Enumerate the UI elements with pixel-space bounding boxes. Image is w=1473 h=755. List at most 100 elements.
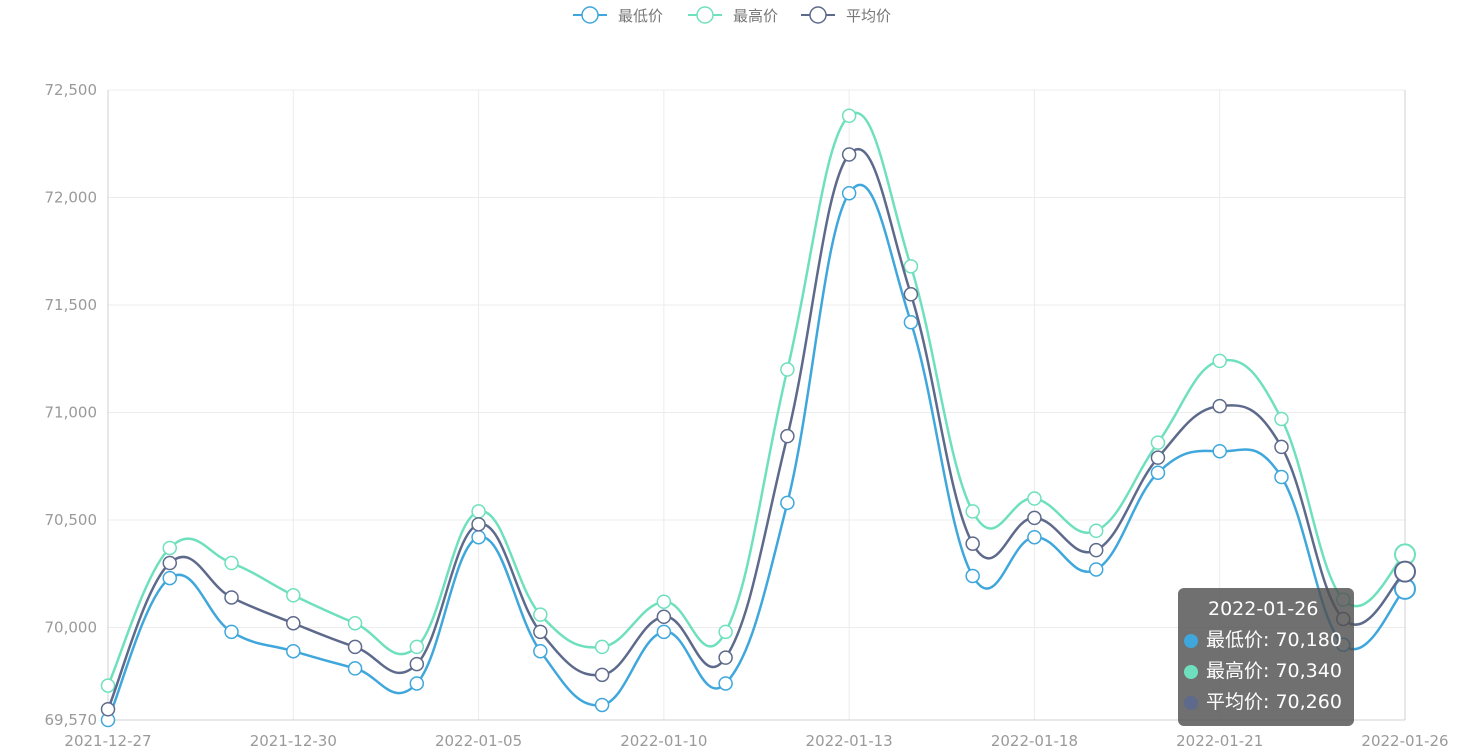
data-point (1212, 443, 1227, 459)
data-point (656, 609, 672, 625)
legend: 最低价 最高价 平均价 (573, 6, 891, 25)
data-point (903, 314, 919, 330)
data-point (1088, 562, 1104, 577)
data-point (841, 147, 857, 162)
y-tick-label: 71,000 (45, 404, 98, 422)
data-point (471, 504, 486, 519)
series-low (100, 183, 1416, 728)
tooltip: 2022-01-26 最低价: 70,180 最高价: 70,340 平均价: … (1178, 588, 1354, 726)
data-point (471, 529, 486, 545)
data-point (594, 639, 610, 655)
tooltip-date: 2022-01-26 (1208, 598, 1319, 620)
data-point (718, 676, 733, 691)
data-point (780, 495, 795, 511)
data-point (224, 555, 239, 571)
data-point (409, 639, 425, 655)
data-point (1027, 491, 1042, 506)
data-point (533, 643, 548, 659)
tooltip-label-high: 最高价: 70,340 (1206, 660, 1342, 682)
data-point (100, 701, 116, 717)
legend-marker-icon (581, 6, 599, 24)
data-point (1394, 560, 1416, 583)
data-point (841, 185, 857, 201)
data-point (471, 517, 486, 532)
x-tick-label: 2021-12-30 (250, 732, 337, 750)
legend-item-high: 最高价 (688, 6, 778, 25)
data-point (533, 624, 548, 640)
y-tick-label: 69,570 (45, 711, 98, 729)
x-tick-label: 2022-01-05 (435, 732, 522, 750)
legend-marker-icon (809, 6, 827, 24)
data-point (965, 536, 980, 551)
y-tick-label: 72,000 (45, 189, 98, 207)
data-point (1274, 411, 1289, 427)
data-point (780, 428, 795, 444)
tooltip-row-avg: 平均价: 70,260 (1178, 687, 1354, 718)
data-point (162, 555, 178, 571)
legend-item-low: 最低价 (573, 6, 663, 25)
data-point (1088, 542, 1104, 558)
axes: 69,570 70,000 70,500 71,000 71,500 72,000 72,5… (45, 81, 1449, 750)
data-point (1027, 529, 1042, 545)
legend-item-avg: 平均价 (801, 6, 891, 25)
y-tick-label: 70,000 (45, 619, 98, 637)
data-point (1150, 435, 1166, 450)
data-point (656, 624, 672, 640)
data-point (224, 590, 239, 605)
series-group (100, 108, 1416, 728)
legend-label: 最高价 (733, 7, 778, 25)
tooltip-row-high: 最高价: 70,340 (1178, 656, 1354, 687)
data-point (1212, 398, 1227, 414)
series-high (100, 108, 1416, 693)
tooltip-row-low: 最低价: 70,180 (1178, 625, 1354, 656)
data-point (1088, 523, 1104, 539)
data-point (903, 259, 919, 274)
legend-marker-icon (696, 6, 714, 24)
data-point (286, 643, 301, 659)
legend-label: 最低价 (618, 7, 663, 25)
data-point (718, 650, 733, 665)
tooltip-label-low: 最低价: 70,180 (1206, 629, 1342, 651)
data-point (903, 287, 919, 302)
data-point (347, 615, 363, 631)
x-tick-label: 2022-01-18 (991, 732, 1078, 750)
data-point (965, 568, 980, 584)
data-point (841, 108, 857, 124)
data-point (286, 588, 301, 603)
data-point (1150, 450, 1166, 465)
data-point (100, 678, 116, 693)
y-tick-label: 70,500 (45, 511, 98, 529)
data-point (162, 570, 178, 586)
data-point (1212, 353, 1227, 369)
tooltip-dot-avg (1184, 695, 1198, 710)
x-tick-label: 2022-01-10 (620, 732, 707, 750)
x-tick-label: 2022-01-26 (1361, 732, 1448, 750)
data-point (594, 667, 610, 683)
x-tick-label: 2022-01-21 (1176, 732, 1263, 750)
tooltip-label-avg: 平均价: 70,260 (1206, 691, 1342, 713)
data-point (286, 615, 301, 631)
tooltip-dot-low (1184, 633, 1198, 648)
data-point (1274, 439, 1289, 455)
series-avg (100, 147, 1416, 717)
data-point (1027, 510, 1042, 526)
data-point (162, 540, 178, 556)
data-point (780, 362, 795, 377)
x-tick-label: 2022-01-13 (806, 732, 893, 750)
y-tick-label: 72,500 (45, 81, 98, 99)
legend-label: 平均价 (846, 7, 891, 25)
data-point (347, 639, 363, 655)
data-point (409, 656, 425, 672)
data-point (718, 624, 733, 640)
data-point (347, 661, 363, 676)
data-point (533, 607, 548, 622)
tooltip-dot-high (1184, 664, 1198, 679)
data-point (594, 697, 610, 713)
data-point (965, 504, 980, 519)
data-point (409, 676, 425, 691)
x-tick-label: 2021-12-27 (64, 732, 151, 750)
data-point (1150, 465, 1166, 480)
y-tick-label: 71,500 (45, 296, 98, 314)
data-point (224, 624, 239, 640)
